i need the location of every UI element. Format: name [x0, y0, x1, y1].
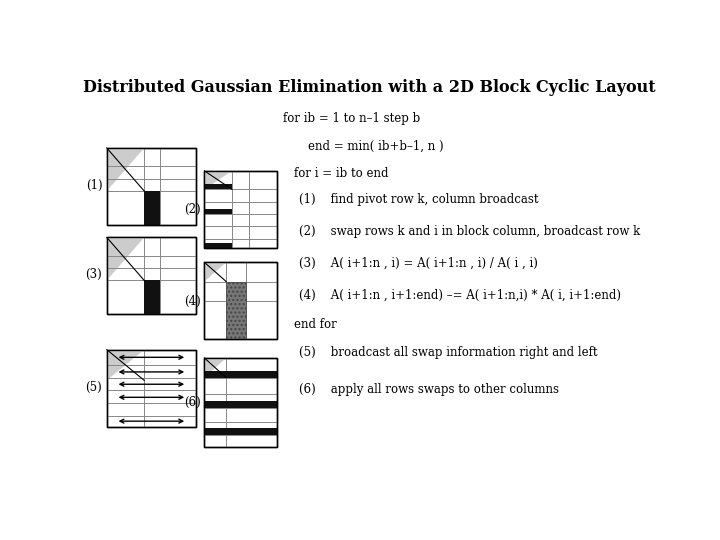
Bar [204, 243, 232, 248]
Bar [204, 401, 277, 408]
Bar [204, 371, 277, 377]
Text: (3)    A( i+1:n , i) = A( i+1:n , i) / A( i , i): (3) A( i+1:n , i) = A( i+1:n , i) / A( i… [300, 257, 538, 270]
Text: (4)    A( i+1:n , i+1:end) –= A( i+1:n,i) * A( i, i+1:end): (4) A( i+1:n , i+1:end) –= A( i+1:n,i) *… [300, 289, 621, 302]
Bar [204, 171, 277, 248]
Bar [204, 171, 277, 248]
Bar [107, 238, 196, 314]
Text: (3): (3) [86, 268, 102, 281]
Bar [204, 262, 277, 339]
Bar [107, 148, 196, 225]
Text: (5): (5) [86, 381, 102, 394]
Polygon shape [204, 171, 232, 190]
Polygon shape [204, 262, 226, 281]
Bar [107, 148, 196, 225]
Polygon shape [107, 349, 144, 380]
Text: (6)    apply all rows swaps to other columns: (6) apply all rows swaps to other column… [300, 383, 559, 396]
Bar [204, 358, 277, 447]
Bar [204, 358, 277, 447]
Bar [107, 238, 196, 314]
Bar [107, 349, 196, 427]
Text: (6): (6) [184, 396, 200, 409]
Text: (4): (4) [184, 294, 200, 307]
Bar [144, 280, 161, 314]
Bar [204, 184, 232, 190]
Bar [204, 209, 232, 214]
Text: end = min( ib+b–1, n ): end = min( ib+b–1, n ) [307, 139, 444, 152]
Polygon shape [107, 148, 144, 191]
Polygon shape [204, 358, 226, 377]
Polygon shape [107, 238, 144, 280]
Text: (2)    swap rows k and i in block column, broadcast row k: (2) swap rows k and i in block column, b… [300, 226, 641, 239]
Text: (1)    find pivot row k, column broadcast: (1) find pivot row k, column broadcast [300, 193, 539, 206]
Text: Distributed Gaussian Elimination with a 2D Block Cyclic Layout: Distributed Gaussian Elimination with a … [83, 79, 655, 96]
Text: (2): (2) [184, 203, 200, 216]
Text: (1): (1) [86, 179, 102, 192]
Bar [226, 281, 246, 339]
Text: for ib = 1 to n–1 step b: for ib = 1 to n–1 step b [282, 112, 420, 125]
Bar [204, 428, 277, 435]
Text: end for: end for [294, 318, 336, 331]
Bar [144, 191, 161, 225]
Text: (5)    broadcast all swap information right and left: (5) broadcast all swap information right… [300, 346, 598, 359]
Text: for i = ib to end: for i = ib to end [294, 167, 388, 180]
Bar [107, 349, 196, 427]
Bar [204, 262, 277, 339]
